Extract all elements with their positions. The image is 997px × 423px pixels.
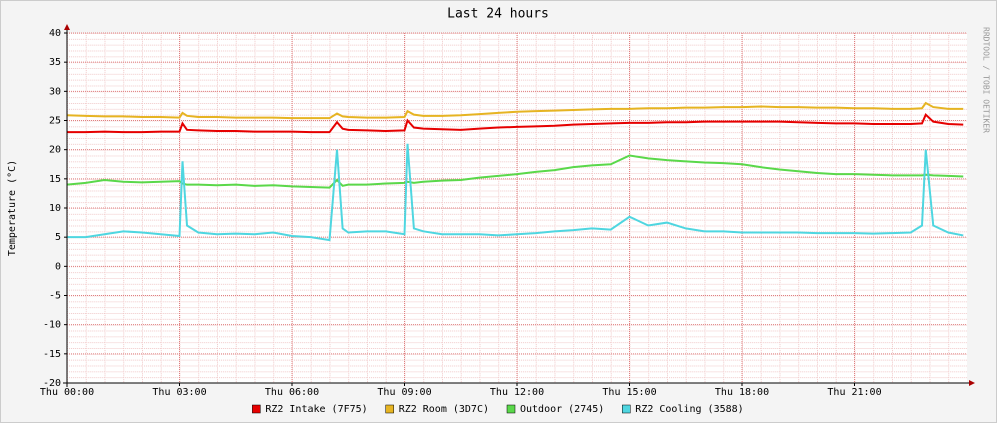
series-line (66, 101, 964, 120)
legend-label: RZ2 Room (3D7C) (399, 404, 489, 415)
y-axis-label: Temperature (°C) (7, 160, 18, 256)
legend-swatch (622, 404, 631, 414)
legend-swatch (506, 404, 516, 414)
y-tick-label: 40 (49, 28, 61, 39)
legend-item: RZ2 Intake (7F75) (252, 404, 368, 415)
watermark: RRDTOOL / TOBI OETIKER (982, 27, 991, 133)
y-tick-label: -15 (43, 349, 61, 360)
series-line (67, 143, 964, 242)
legend: RZ2 Intake (7F75) RZ2 Room (3D7C) Outdoor … (252, 404, 744, 415)
y-tick-label: 20 (49, 145, 61, 156)
y-arrow (64, 24, 70, 30)
legend-item: RZ2 Cooling (3588) (622, 404, 744, 415)
series-line (67, 112, 964, 134)
y-tick-label: 10 (49, 203, 61, 214)
x-tick-label: Thu 03:00 (152, 387, 206, 398)
legend-label: RZ2 Intake (7F75) (265, 404, 367, 415)
legend-label: RZ2 Cooling (3588) (635, 404, 743, 415)
y-tick-label: -20 (43, 378, 61, 389)
y-tick-label: -5 (49, 291, 61, 302)
x-tick-label: Thu 21:00 (827, 387, 881, 398)
x-arrow (969, 380, 975, 386)
x-tick-label: Thu 09:00 (377, 387, 431, 398)
x-tick-label: Thu 18:00 (715, 387, 769, 398)
legend-label: Outdoor (2745) (520, 404, 604, 415)
y-tick-label: 0 (55, 261, 61, 272)
series-line (66, 154, 964, 189)
legend-swatch (385, 404, 394, 414)
legend-swatch (252, 404, 261, 414)
legend-item: Outdoor (2745) (506, 404, 604, 415)
y-tick-label: 30 (49, 86, 61, 97)
y-tick-label: 35 (49, 57, 61, 68)
x-tick-label: Thu 00:00 (40, 387, 94, 398)
x-tick-label: Thu 15:00 (602, 387, 656, 398)
lines (66, 101, 964, 242)
y-tick-label: 15 (49, 174, 61, 185)
x-tick-label: Thu 06:00 (265, 387, 319, 398)
y-tick-label: 25 (49, 116, 61, 127)
y-tick-label: 5 (55, 232, 61, 243)
legend-item: RZ2 Room (3D7C) (385, 404, 489, 415)
axes (63, 24, 975, 387)
x-tick-label: Thu 12:00 (490, 387, 544, 398)
chart-title: Last 24 hours (447, 7, 549, 22)
y-tick-label: -10 (43, 320, 61, 331)
